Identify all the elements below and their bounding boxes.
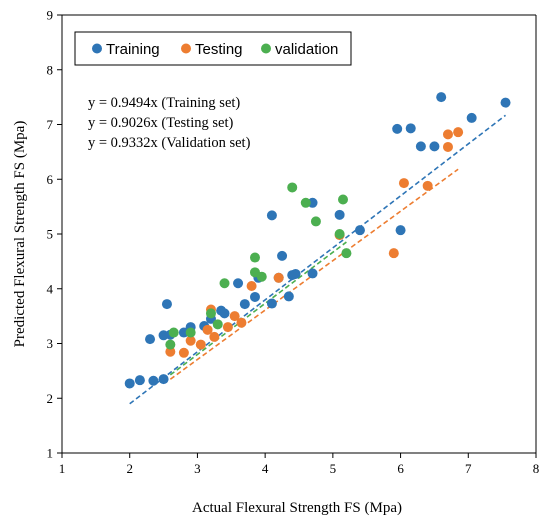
point-testing [202, 324, 213, 335]
y-tick-label: 9 [47, 8, 54, 23]
y-tick-label: 3 [47, 336, 54, 351]
point-validation [341, 248, 352, 259]
trend-equations: y = 0.9494x (Training set) y = 0.9026x (T… [88, 95, 251, 151]
y-ticks: 1 2 3 4 5 6 7 8 9 [47, 8, 62, 461]
x-tick-label: 2 [126, 461, 133, 476]
point-testing [398, 178, 409, 189]
trend-line-training [129, 114, 507, 405]
y-tick-label: 6 [47, 172, 54, 187]
y-tick-label: 8 [47, 62, 54, 77]
point-testing [453, 127, 464, 138]
x-tick-label: 3 [194, 461, 201, 476]
y-tick-label: 4 [47, 281, 54, 296]
point-validation [185, 327, 196, 338]
y-tick-label: 2 [47, 391, 54, 406]
y-axis-title: Predicted Flexural Strength FS (Mpa) [12, 121, 28, 348]
point-validation [219, 278, 230, 289]
trend-line-validation [169, 241, 347, 376]
point-testing [229, 311, 240, 322]
point-training [290, 268, 301, 279]
point-training [148, 375, 159, 386]
point-testing [209, 331, 220, 342]
point-training [161, 299, 172, 310]
trend-equation: y = 0.9494x (Training set) [88, 95, 240, 111]
point-training [436, 92, 447, 103]
point-testing [388, 248, 399, 259]
plot-area [61, 14, 537, 454]
point-testing [195, 339, 206, 350]
point-training [249, 291, 260, 302]
point-training [392, 123, 403, 134]
y-tick-label: 5 [47, 227, 54, 242]
point-training [466, 112, 477, 123]
point-validation [168, 327, 179, 338]
point-validation [249, 252, 260, 263]
point-training [354, 225, 365, 236]
x-ticks: 1 2 3 4 5 6 7 8 [59, 453, 540, 476]
point-training [395, 225, 406, 236]
point-testing [442, 129, 453, 140]
point-testing [246, 281, 257, 292]
point-training [158, 374, 169, 385]
point-validation [212, 319, 223, 330]
point-validation [287, 182, 298, 193]
x-tick-label: 8 [533, 461, 540, 476]
point-validation [334, 229, 345, 239]
point-training [134, 375, 145, 386]
point-training [233, 278, 244, 289]
point-testing [185, 335, 196, 346]
point-training [415, 141, 426, 152]
point-training [429, 141, 440, 152]
point-validation [256, 271, 267, 282]
x-tick-label: 1 [59, 461, 66, 476]
y-tick-label: 7 [47, 117, 54, 132]
data-points [124, 92, 511, 389]
legend-label-testing: Testing [195, 41, 243, 58]
x-tick-label: 4 [262, 461, 269, 476]
point-validation [338, 194, 349, 205]
point-validation [205, 308, 216, 319]
trend-equation: y = 0.9332x (Validation set) [88, 135, 251, 151]
x-tick-label: 7 [465, 461, 472, 476]
point-validation [310, 216, 321, 227]
trend-equation: y = 0.9026x (Testing set) [88, 115, 233, 131]
point-training [500, 97, 511, 108]
point-training [307, 268, 318, 279]
legend: Training Testing validation [74, 31, 352, 66]
point-validation [165, 339, 176, 350]
point-testing [273, 272, 284, 283]
point-testing [236, 317, 247, 328]
point-testing [222, 322, 233, 333]
point-testing [422, 180, 433, 191]
point-training [219, 308, 230, 319]
point-training [266, 210, 277, 221]
legend-marker-testing [181, 43, 191, 54]
point-testing [178, 347, 189, 358]
point-training [124, 378, 135, 389]
point-training [145, 334, 156, 345]
legend-box [74, 31, 352, 66]
point-training [405, 123, 416, 134]
point-validation [300, 197, 311, 208]
trend-lines [129, 114, 507, 405]
point-training [283, 291, 294, 302]
y-tick-label: 1 [47, 446, 54, 461]
x-tick-label: 5 [330, 461, 337, 476]
point-training [266, 298, 277, 309]
point-training [239, 299, 250, 310]
point-testing [165, 346, 176, 357]
point-training [334, 209, 345, 220]
point-training [277, 250, 288, 261]
legend-label-training: Training [106, 41, 160, 58]
x-tick-label: 6 [397, 461, 404, 476]
legend-label-validation: validation [275, 41, 338, 58]
legend-marker-validation [261, 43, 271, 54]
legend-marker-training [92, 43, 102, 54]
point-testing [442, 141, 453, 152]
x-axis-title: Actual Flexural Strength FS (Mpa) [192, 500, 402, 516]
